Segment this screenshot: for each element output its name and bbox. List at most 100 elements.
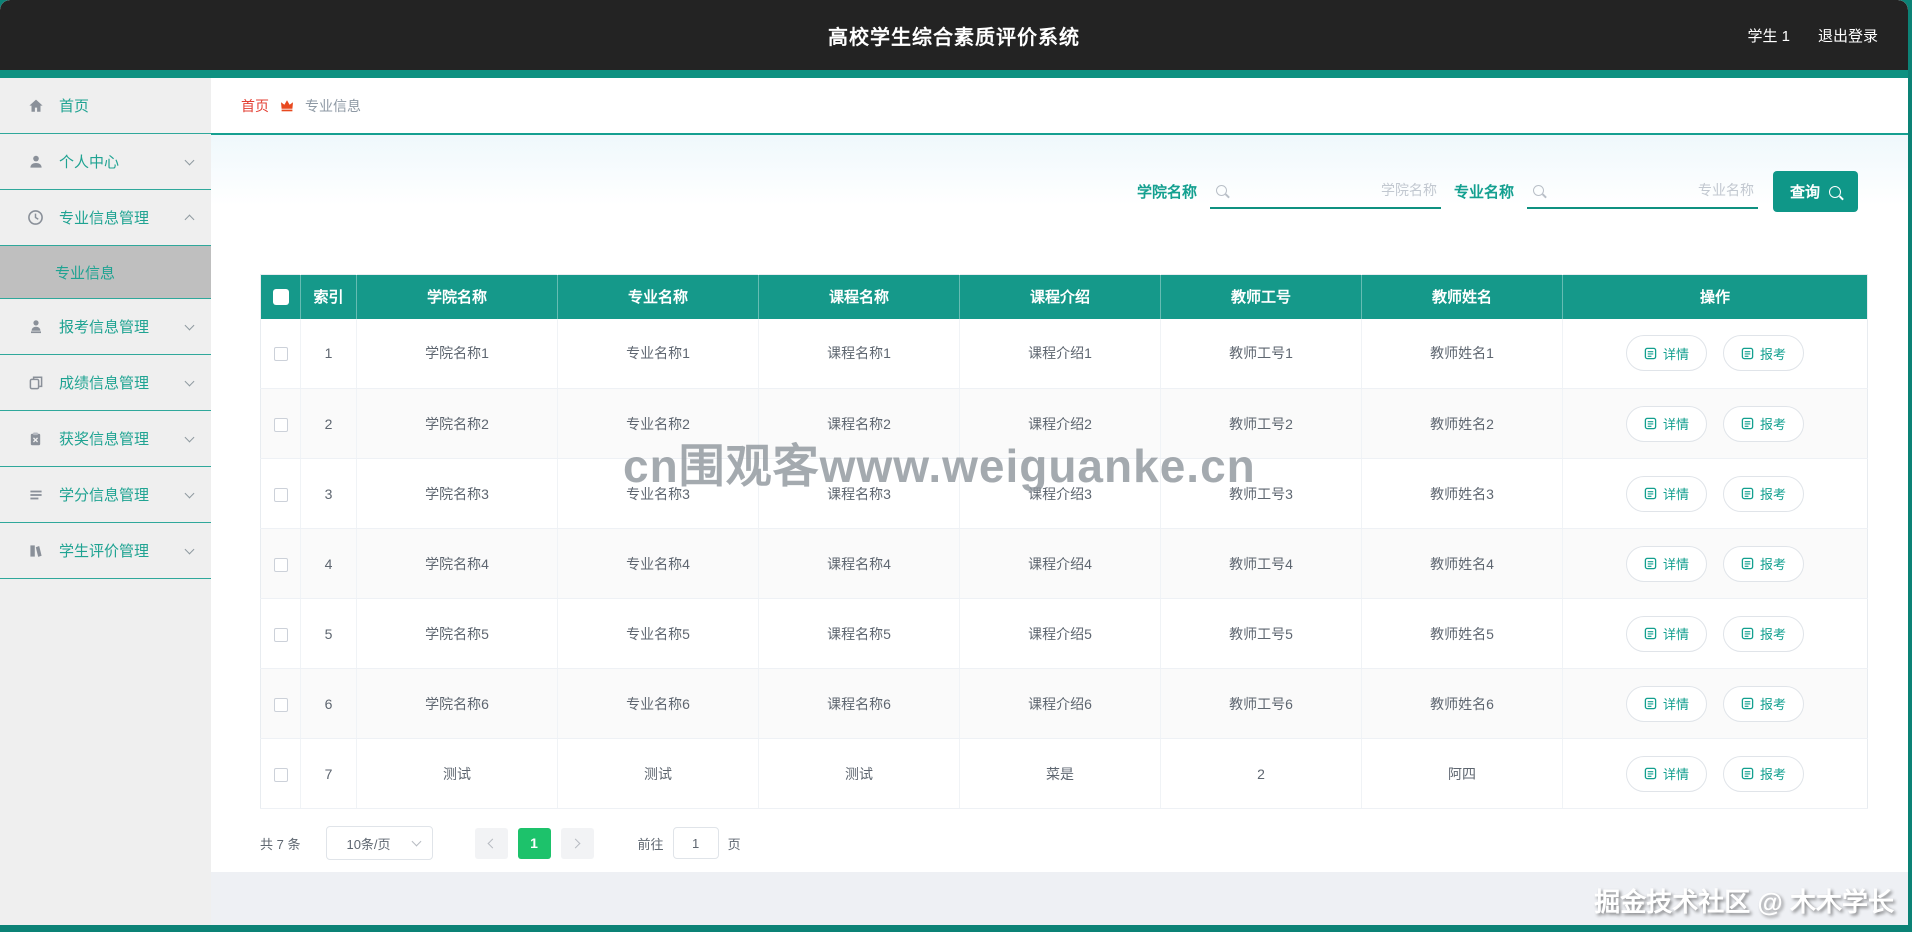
sidebar-item-label: 个人中心 [59,154,120,171]
list-icon [27,486,44,503]
table-row: 7 测试 测试 测试 菜是 2 阿四 详情 [260,738,1868,809]
sidebar-item-student-evaluation-management[interactable]: 学生评价管理 [0,523,211,579]
breadcrumb-home-link[interactable]: 首页 [241,97,269,114]
detail-button[interactable]: 详情 [1626,405,1708,442]
goto-prefix: 前往 [637,836,664,852]
sidebar-item-home[interactable]: 首页 [0,78,211,134]
sidebar-item-credit-info-management[interactable]: 学分信息管理 [0,467,211,523]
apply-button[interactable]: 报考 [1722,475,1804,512]
chevron-down-icon [184,376,195,386]
document-icon [1741,767,1754,780]
table-row: 3 学院名称3 专业名称3 课程名称3 课程介绍3 教师工号3 教师姓名3 详情 [260,458,1868,529]
user-badge-icon [27,318,44,335]
apply-button[interactable]: 报考 [1722,405,1804,442]
detail-button[interactable]: 详情 [1626,755,1708,792]
copy-icon [27,374,44,391]
table-row: 1 学院名称1 专业名称1 课程名称1 课程介绍1 教师工号1 教师姓名1 详情 [260,318,1868,389]
sidebar-item-major-info[interactable]: 专业信息 [0,246,211,299]
logout-button[interactable]: 退出登录 [1817,27,1878,45]
document-icon [1644,487,1657,500]
column-header: 操作 [1562,274,1868,319]
detail-button[interactable]: 详情 [1626,685,1708,722]
document-icon [1741,627,1754,640]
sidebar-item-label: 成绩信息管理 [59,375,150,392]
college-name-input[interactable] [1234,182,1437,198]
breadcrumb-current: 专业信息 [305,97,361,114]
corner-watermark: 掘金技术社区 @ 木木学长 [1594,887,1894,917]
chevron-up-icon [184,214,195,224]
apply-button[interactable]: 报考 [1722,615,1804,652]
sidebar-item-grade-info-management[interactable]: 成绩信息管理 [0,355,211,411]
clock-icon [27,209,44,226]
sidebar-menu: 首页 个人中心 专业信息管理 专业信息 报考信息管理 [0,78,211,925]
college-name-label: 学院名称 [1136,184,1197,201]
select-all-checkbox[interactable] [272,289,289,306]
college-name-field [1209,174,1441,209]
document-icon [1644,627,1657,640]
major-name-input[interactable] [1551,182,1754,198]
major-name-field [1526,174,1758,209]
detail-button[interactable]: 详情 [1626,615,1708,652]
detail-button[interactable]: 详情 [1626,475,1708,512]
majors-table-wrap: 索引 学院名称 专业名称 课程名称 课程介绍 教师工号 教师姓名 操作 1 学院名称1 专业名… [260,274,1868,809]
column-header: 教师工号 [1160,274,1362,319]
major-name-label: 专业名称 [1453,184,1514,201]
row-checkbox[interactable] [273,697,288,712]
next-page-button[interactable] [560,827,594,859]
chevron-down-icon [184,488,195,498]
chevron-down-icon [184,544,195,554]
row-checkbox[interactable] [273,557,288,572]
search-icon [1532,184,1544,196]
row-checkbox[interactable] [273,627,288,642]
column-header: 索引 [300,274,357,319]
main-content: 首页 专业信息 学院名称 专业名称 [211,78,1908,925]
goto-page-input[interactable] [672,827,719,859]
row-checkbox[interactable] [273,487,288,502]
app-title: 高校学生综合素质评价系统 [828,26,1080,49]
query-button[interactable]: 查询 [1772,171,1858,212]
apply-button[interactable]: 报考 [1722,685,1804,722]
apply-button[interactable]: 报考 [1722,755,1804,792]
column-header: 专业名称 [557,274,759,319]
sidebar-item-label: 专业信息管理 [59,210,150,227]
detail-button[interactable]: 详情 [1626,545,1708,582]
footer-area: 掘金技术社区 @ 木木学长 [211,872,1908,925]
table-row: 5 学院名称5 专业名称5 课程名称5 课程介绍5 教师工号5 教师姓名5 详情 [260,598,1868,669]
row-checkbox[interactable] [273,417,288,432]
sidebar-item-label: 获奖信息管理 [59,431,150,448]
document-icon [1741,697,1754,710]
search-bar: 学院名称 专业名称 查询 [211,135,1908,212]
sidebar-item-label: 报考信息管理 [59,319,150,336]
sidebar-item-award-info-management[interactable]: 获奖信息管理 [0,411,211,467]
apply-button[interactable]: 报考 [1722,545,1804,582]
row-checkbox[interactable] [273,767,288,782]
document-icon [1741,557,1754,570]
page-number-active[interactable]: 1 [517,827,551,859]
select-all-header [260,274,301,319]
sidebar-item-major-info-management[interactable]: 专业信息管理 [0,190,211,246]
table-row: 2 学院名称2 专业名称2 课程名称2 课程介绍2 教师工号2 教师姓名2 详情 [260,388,1868,459]
apply-button[interactable]: 报考 [1722,335,1804,372]
detail-button[interactable]: 详情 [1626,335,1708,372]
row-checkbox[interactable] [273,347,288,362]
sidebar-item-application-info-management[interactable]: 报考信息管理 [0,299,211,355]
sidebar-item-label: 学生评价管理 [59,543,150,560]
prev-page-button[interactable] [474,827,508,859]
document-icon [1741,417,1754,430]
chevron-down-icon [184,320,195,330]
column-header: 教师姓名 [1361,274,1563,319]
sidebar-item-personal-center[interactable]: 个人中心 [0,134,211,190]
current-user[interactable]: 学生 1 [1747,27,1790,45]
table-row: 4 学院名称4 专业名称4 课程名称4 课程介绍4 教师工号4 教师姓名4 详情 [260,528,1868,599]
breadcrumb: 首页 专业信息 [211,78,1908,135]
column-header: 课程名称 [758,274,960,319]
header-accent-strip [0,70,1908,78]
column-header: 课程介绍 [959,274,1161,319]
query-button-label: 查询 [1789,184,1820,201]
page-size-select[interactable]: 10条/页 [326,826,433,860]
chevron-down-icon [411,836,421,847]
document-icon [1644,767,1657,780]
document-icon [1644,557,1657,570]
page-navigation: 1 [474,827,594,859]
